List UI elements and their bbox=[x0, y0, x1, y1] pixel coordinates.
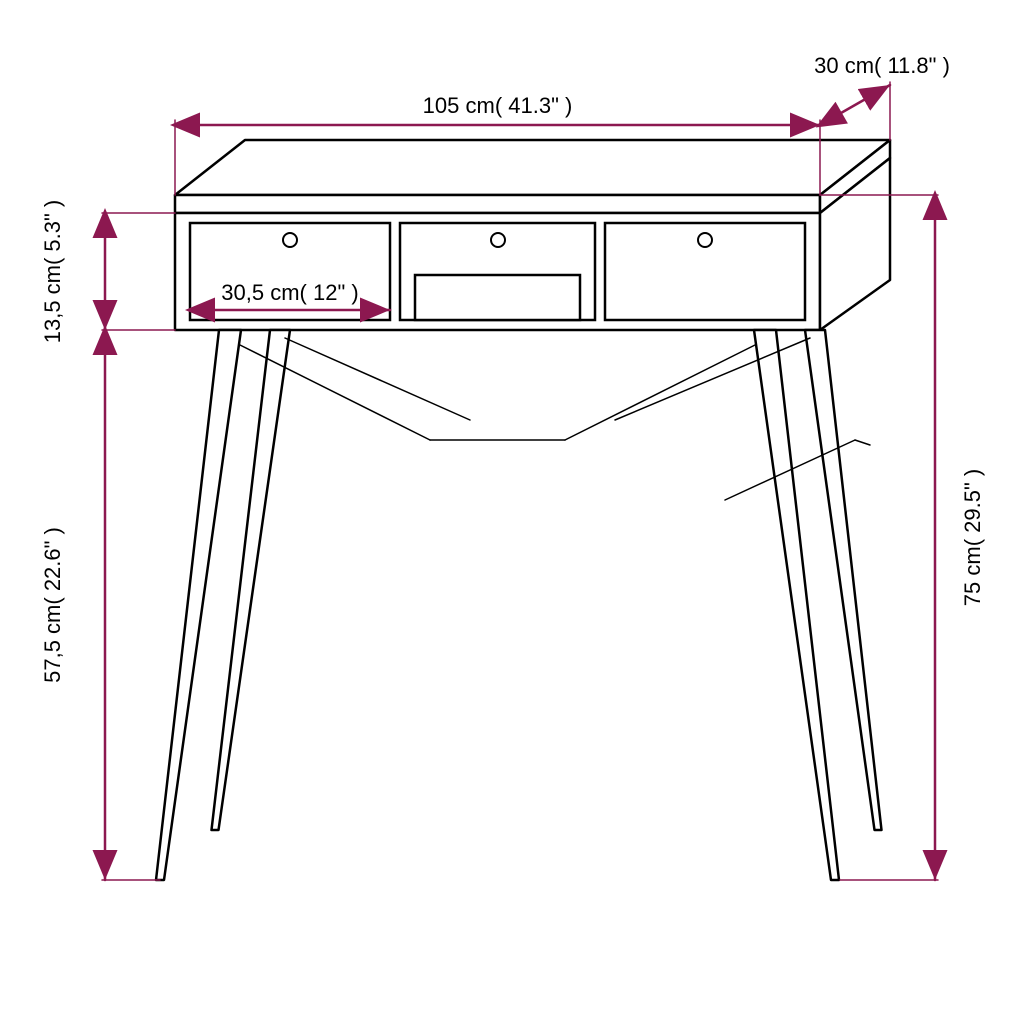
drawer-knob-1 bbox=[283, 233, 297, 247]
furniture-dimension-diagram: 105 cm( 41.3" ) 30 cm( 11.8" ) 13,5 cm( 5.… bbox=[0, 0, 1024, 1024]
drawer-knob-2 bbox=[491, 233, 505, 247]
dim-depth-label: 30 cm( 11.8" ) bbox=[814, 53, 950, 78]
tabletop-front-face bbox=[175, 195, 820, 213]
dim-width-label: 105 cm( 41.3" ) bbox=[423, 93, 573, 118]
dim-drawer-width-label: 30,5 cm( 12" ) bbox=[221, 280, 358, 305]
center-drawer-inner bbox=[415, 275, 580, 320]
leg-front-left bbox=[156, 330, 241, 880]
dim-total-height-label: 75 cm( 29.5" ) bbox=[960, 469, 985, 606]
strut-7 bbox=[855, 440, 870, 445]
drawer-knob-3 bbox=[698, 233, 712, 247]
dim-depth-line bbox=[820, 85, 890, 125]
dim-drawer-height-label: 13,5 cm( 5.3" ) bbox=[40, 200, 65, 344]
tabletop-top-face bbox=[175, 140, 890, 195]
strut-4 bbox=[285, 338, 470, 420]
dim-leg-height-label: 57,5 cm( 22.6" ) bbox=[40, 527, 65, 683]
strut-2 bbox=[565, 345, 755, 440]
